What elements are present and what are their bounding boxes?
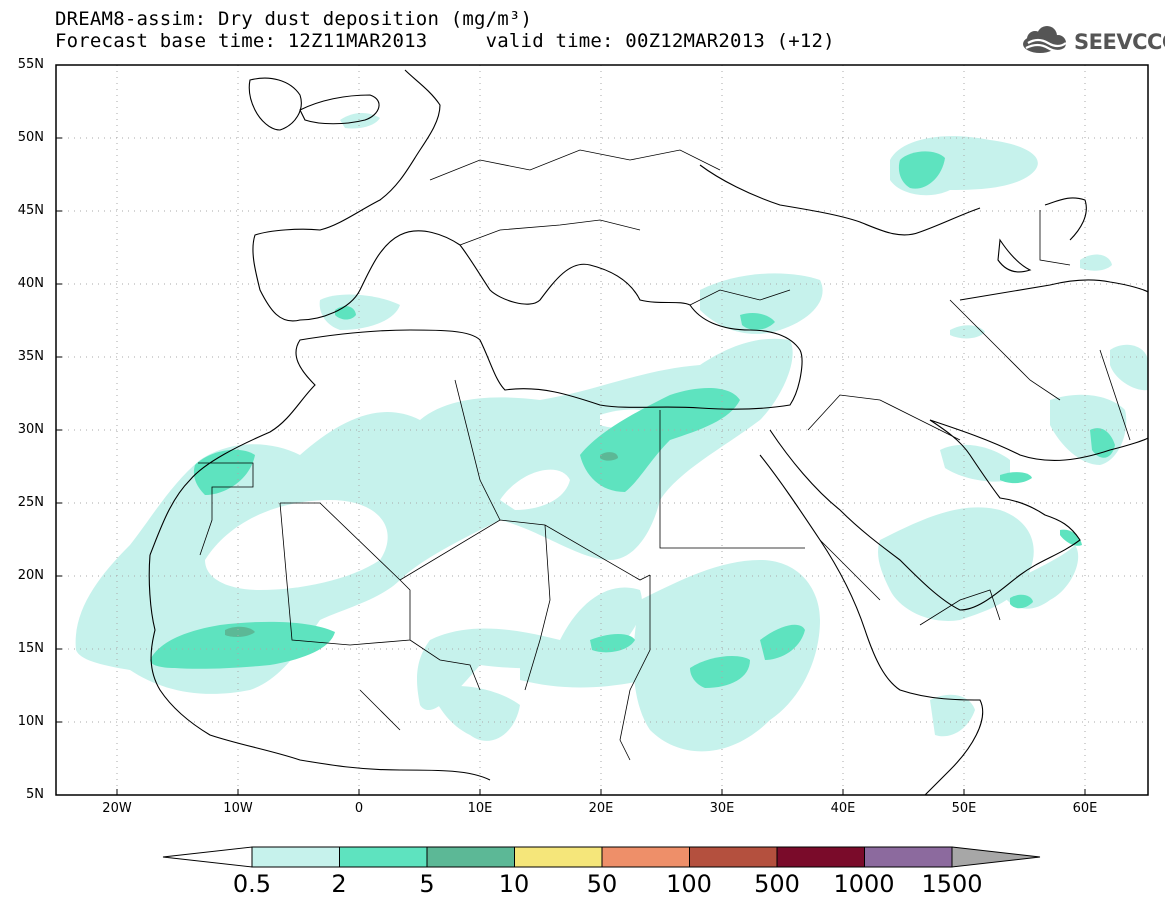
lat-label: 45N [17,203,44,218]
colorbar-box [601,846,690,868]
lat-label: 5N [26,787,44,802]
lon-label: 10W [223,801,253,816]
logo-text: SEEVCCC [1074,30,1165,54]
colorbar-over-arrow [951,846,1041,868]
colorbar-box [426,846,515,868]
lat-label: 50N [17,130,44,145]
legend-label: 2 [331,870,347,898]
lon-label: 30E [709,801,735,816]
colorbar-box [689,846,778,868]
colorbar-box [864,846,953,868]
colorbar-box [339,846,428,868]
lat-label: 10N [17,714,44,729]
lat-label: 55N [17,57,44,72]
map-title: DREAM8-assim: Dry dust deposition (mg/m³… [55,8,533,30]
lon-label: 60E [1072,801,1098,816]
lat-label: 40N [17,276,44,291]
lat-label: 25N [17,495,44,510]
seevccc-logo [1023,26,1067,53]
dust-fill-medium [150,151,1115,688]
lat-label: 20N [17,568,44,583]
legend-label: 500 [754,870,800,898]
colorbar-box [776,846,865,868]
lon-label: 20E [588,801,614,816]
dust-fill-strong [225,452,618,637]
colorbar-under-arrow [162,846,253,868]
colorbar-box [251,846,340,868]
lon-label: 20W [102,801,132,816]
legend-label: 5 [419,870,435,898]
coastlines [148,69,1148,795]
lat-label: 35N [17,349,44,364]
legend-label: 10 [498,870,530,898]
axis-ticks [56,137,1086,795]
graticule [56,65,1148,795]
colorbar-box [514,846,603,868]
lon-label: 40E [830,801,856,816]
forecast-time-subtitle: Forecast base time: 12Z11MAR2013 valid t… [55,30,835,52]
lon-label: 10E [467,801,493,816]
legend-label: 1500 [921,870,983,898]
legend-label: 1000 [833,870,895,898]
lon-label: 0 [354,801,364,816]
lat-label: 15N [17,641,44,656]
legend-label: 0.5 [232,870,272,898]
legend-label: 100 [666,870,712,898]
legend-label: 50 [586,870,618,898]
country-borders [198,149,1131,761]
lat-label: 30N [17,422,44,437]
lon-label: 50E [951,801,977,816]
